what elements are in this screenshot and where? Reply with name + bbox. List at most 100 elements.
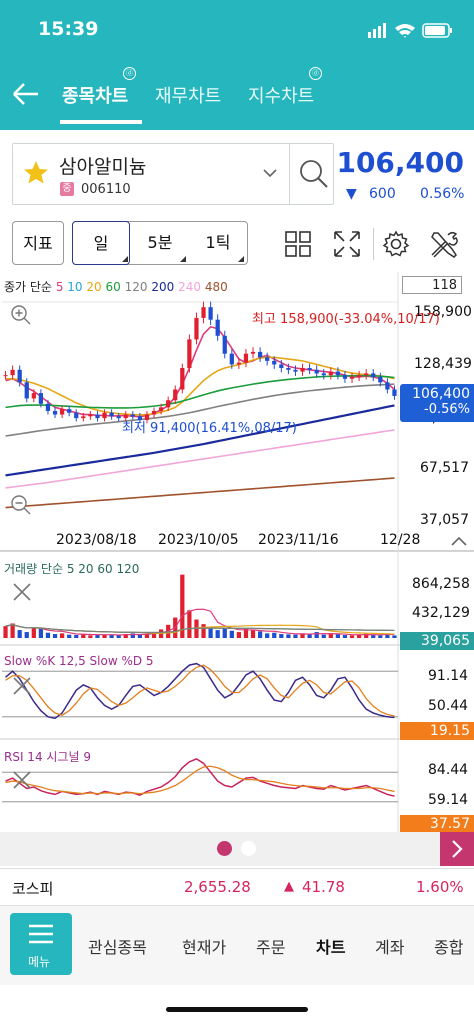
candle-body: [265, 357, 270, 361]
candle-body: [356, 375, 362, 377]
status-time: 15:39: [38, 18, 99, 40]
period-1tick-button[interactable]: 1틱: [205, 233, 231, 252]
ma-60-line: [5, 374, 395, 409]
volume-bar: [180, 574, 185, 638]
candle-body: [17, 369, 22, 383]
stochastic-tick-label: 50.44: [428, 698, 469, 714]
x-tick-label: 2023/10/05: [158, 532, 239, 548]
rsi-tick-label: 59.14: [428, 792, 469, 808]
volume-bar: [272, 632, 277, 638]
nav-current-price[interactable]: 현재가: [182, 938, 227, 957]
candle-body: [385, 382, 390, 390]
candle-body: [342, 375, 348, 379]
price-change-pct: 0.56%: [420, 186, 465, 202]
current-price-tag-value: 106,400: [412, 386, 470, 402]
stochastic-signal-line: [5, 664, 395, 717]
candle-body: [31, 393, 36, 399]
tools-icon[interactable]: [428, 229, 460, 259]
divider: [373, 228, 374, 260]
nav-watchlist[interactable]: 관심종목: [88, 938, 147, 957]
volume-bar: [95, 634, 100, 638]
volume-bar: [52, 634, 58, 638]
x-tick-label: 12/28: [380, 532, 421, 548]
gear-icon[interactable]: [381, 229, 411, 259]
candle-body: [144, 414, 150, 420]
market-index-ticker[interactable]: 코스피 2,655.28 ▲ 41.78 1.60%: [0, 868, 474, 905]
chevron-right-icon: [452, 840, 463, 858]
star-icon[interactable]: [23, 160, 49, 186]
volume-bar: [243, 628, 249, 638]
change-arrow: ▼: [346, 186, 357, 202]
search-icon[interactable]: [297, 157, 331, 191]
visible-count-box[interactable]: 118: [402, 276, 462, 294]
candle-body: [208, 307, 213, 320]
volume-bar: [300, 633, 305, 638]
stochastic-legend: Slow %K 12,5 Slow %D 5: [4, 654, 154, 668]
candle-body: [328, 371, 333, 376]
volume-bar: [123, 634, 128, 638]
current-price: 106,400: [336, 146, 464, 179]
candle-body: [123, 414, 128, 419]
volume-bar: [328, 634, 333, 638]
close-icon[interactable]: [12, 582, 32, 602]
nav-overview[interactable]: 종합: [434, 938, 464, 957]
header-bar: 종목차트 ⓓ 재무차트 지수차트 ⓓ: [0, 58, 474, 130]
chart-canvas[interactable]: [0, 272, 474, 832]
tab-finance-chart[interactable]: 재무차트: [155, 86, 222, 107]
legend-item: 480: [204, 280, 228, 294]
volume-bar: [279, 634, 284, 638]
ma-120-line: [5, 383, 395, 437]
tab-stock-chart[interactable]: 종목차트: [62, 86, 129, 107]
status-icons: [368, 23, 452, 38]
rsi-current-tag: 37.57: [400, 815, 474, 833]
volume-bar: [45, 632, 51, 638]
period-5min-button[interactable]: 5분: [147, 233, 173, 252]
candle-body: [95, 414, 100, 419]
close-icon[interactable]: [12, 676, 32, 696]
candle-body: [229, 353, 234, 365]
arrow-left-icon[interactable]: [10, 80, 42, 108]
close-icon[interactable]: [12, 770, 32, 790]
ma-240-line: [5, 429, 395, 489]
candle-body: [158, 407, 164, 411]
dropdown-corner-icon: [180, 256, 186, 262]
volume-bar: [349, 635, 355, 638]
volume-ma-line: [5, 608, 395, 636]
nav-order[interactable]: 주문: [256, 938, 286, 957]
period-day-button[interactable]: 일: [72, 221, 130, 265]
tab-index-chart[interactable]: 지수차트: [248, 86, 315, 107]
nav-chart[interactable]: 차트: [316, 938, 346, 957]
candle-body: [38, 393, 44, 404]
chevron-down-icon[interactable]: [263, 168, 277, 178]
next-page-button[interactable]: [440, 832, 474, 866]
candle-body: [378, 376, 383, 383]
rsi-tick-label: 84.44: [428, 762, 469, 778]
candle-body: [279, 364, 284, 369]
tab-badge-icon: ⓓ: [309, 67, 322, 80]
pager-dot-active[interactable]: [217, 841, 232, 856]
home-indicator-area: [0, 985, 474, 1024]
divider: [289, 144, 290, 204]
index-up-arrow: ▲: [284, 879, 294, 894]
expand-icon[interactable]: [332, 229, 362, 259]
active-tab-underline: [60, 120, 142, 124]
candle-body: [250, 351, 256, 354]
candle-body: [109, 412, 114, 417]
volume-bar: [201, 624, 206, 638]
chart-area[interactable]: 종가 단순 5 10 20 60 120 200 240 480 118 158…: [0, 272, 474, 833]
chevron-up-icon[interactable]: [446, 534, 472, 550]
candle-body: [243, 353, 249, 363]
stock-selector[interactable]: 삼아알미늄 중 006110: [12, 143, 334, 205]
volume-bar: [250, 630, 256, 638]
index-name: 코스피: [12, 880, 54, 898]
zoom-out-icon[interactable]: [10, 494, 32, 516]
nav-account[interactable]: 계좌: [375, 938, 405, 957]
layout-grid-icon[interactable]: [284, 230, 312, 258]
pager-dot[interactable]: [241, 841, 256, 856]
menu-button[interactable]: 메뉴: [10, 913, 72, 975]
volume-bar: [286, 634, 291, 638]
zoom-in-icon[interactable]: [10, 304, 32, 326]
indicator-button[interactable]: 지표: [12, 221, 64, 265]
volume-bar: [342, 635, 348, 638]
volume-bar: [257, 631, 263, 638]
